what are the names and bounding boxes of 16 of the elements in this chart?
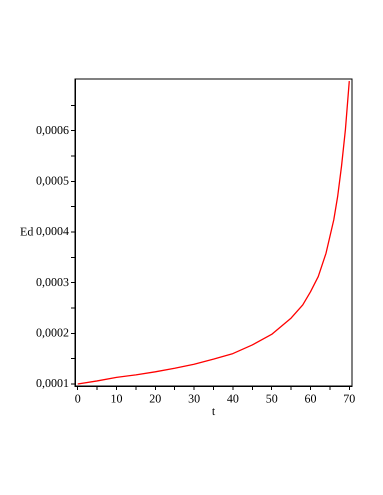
y-axis-title: Ed (20, 224, 34, 239)
y-tick-label: 0,0001 (36, 376, 69, 390)
x-tick-label: 30 (188, 391, 200, 406)
x-tick-label: 70 (343, 391, 356, 406)
x-tick-label: 50 (266, 391, 278, 406)
y-tick-label: 0,0003 (36, 274, 69, 289)
y-tick-label: 0,0006 (36, 122, 69, 137)
y-tick-label: 0,0002 (36, 325, 69, 340)
x-tick-label: 0 (74, 391, 81, 406)
x-tick-label: 10 (110, 391, 123, 406)
x-axis-title: t (212, 404, 216, 418)
y-tick-label: 0,0004 (36, 224, 69, 238)
x-tick-label: 40 (226, 391, 239, 406)
x-tick-label: 60 (304, 391, 316, 406)
x-tick-label: 20 (149, 391, 162, 406)
y-tick-label: 0,0005 (36, 173, 69, 188)
